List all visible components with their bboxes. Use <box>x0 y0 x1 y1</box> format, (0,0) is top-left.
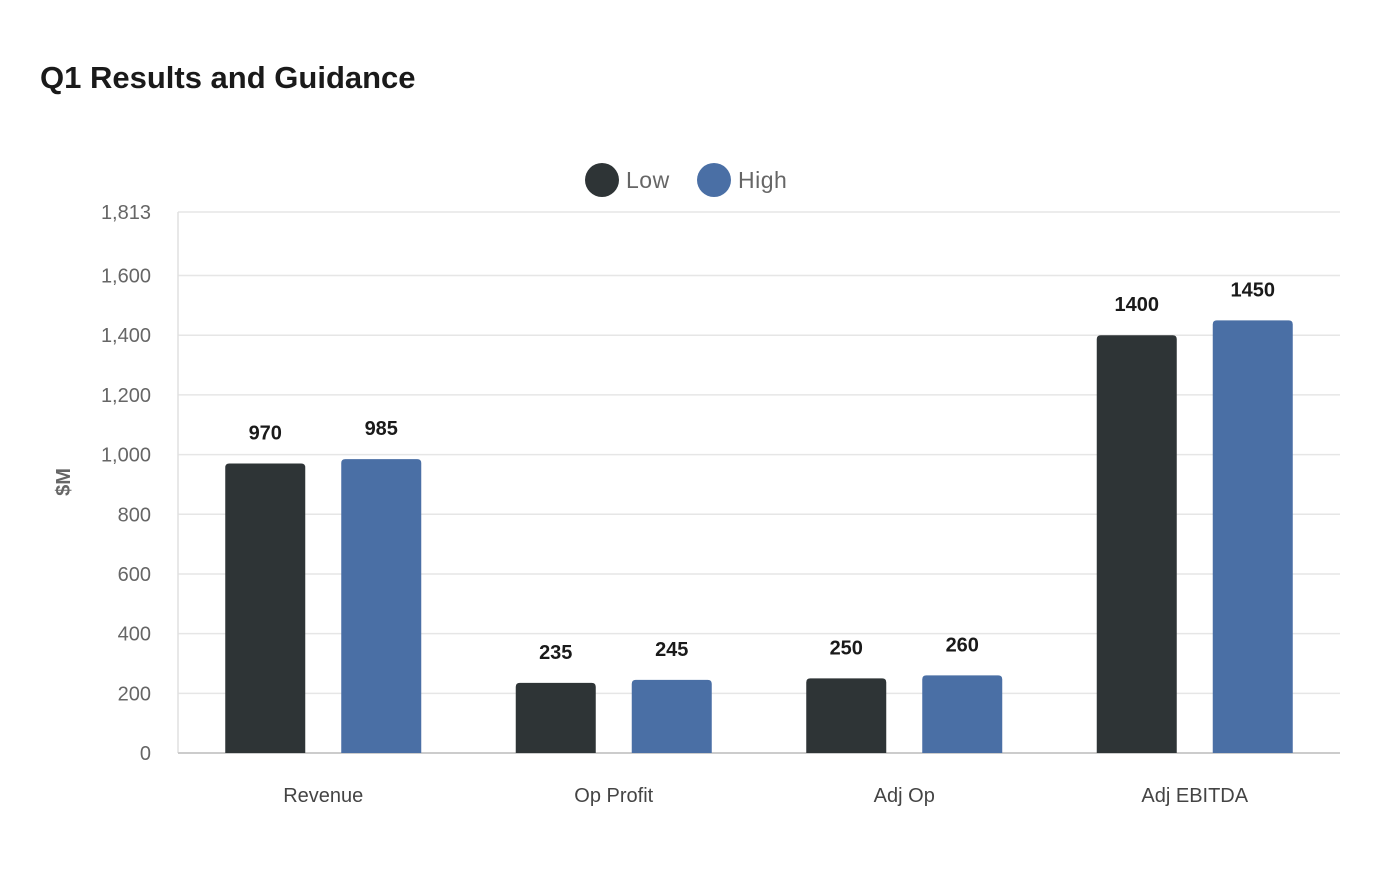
data-labels: 970 985 235 245 250 260 1400 1450 <box>249 279 1275 664</box>
y-axis-title: $M <box>53 468 75 496</box>
x-tick-label: Adj Op <box>874 785 935 807</box>
y-tick-label: 1,000 <box>101 445 151 467</box>
bar-high <box>631 679 712 753</box>
chart-title: Q1 Results and Guidance <box>40 60 416 95</box>
y-tick-label: 600 <box>118 564 151 586</box>
x-tick-label: Adj EBITDA <box>1141 785 1248 807</box>
y-tick-label: 1,813 <box>101 202 151 224</box>
y-tick-label: 1,400 <box>101 325 151 347</box>
legend: Low High <box>585 163 787 197</box>
x-tick-label: Revenue <box>283 785 363 807</box>
data-label: 250 <box>830 637 863 659</box>
legend-label-high: High <box>738 167 787 193</box>
y-tick-label: 0 <box>140 743 151 765</box>
bar-high <box>1212 320 1293 753</box>
axes: 0 200 400 600 800 1,000 1,200 1,400 1,600 1,813 Re… <box>101 202 1340 807</box>
y-tick-label: 1,600 <box>101 266 151 288</box>
data-label: 985 <box>365 418 398 440</box>
bar-low <box>1096 335 1177 753</box>
bar-low <box>225 463 306 753</box>
data-label: 260 <box>946 634 979 656</box>
y-tick-label: 400 <box>118 624 151 646</box>
data-label: 970 <box>249 423 282 445</box>
y-tick-label: 1,200 <box>101 385 151 407</box>
bars <box>225 320 1293 753</box>
x-tick-label: Op Profit <box>574 785 653 807</box>
data-label: 245 <box>655 639 688 661</box>
y-tick-label: 800 <box>118 504 151 526</box>
data-label: 1400 <box>1115 294 1160 316</box>
bar-low <box>515 682 596 753</box>
bar-high <box>922 675 1003 753</box>
legend-label-low: Low <box>626 167 670 193</box>
bar-low <box>806 678 887 753</box>
data-label: 1450 <box>1231 279 1276 301</box>
legend-marker-low <box>585 163 619 197</box>
bar-high <box>341 459 422 753</box>
data-label: 235 <box>539 642 572 664</box>
legend-marker-high <box>697 163 731 197</box>
y-tick-label: 200 <box>118 683 151 705</box>
